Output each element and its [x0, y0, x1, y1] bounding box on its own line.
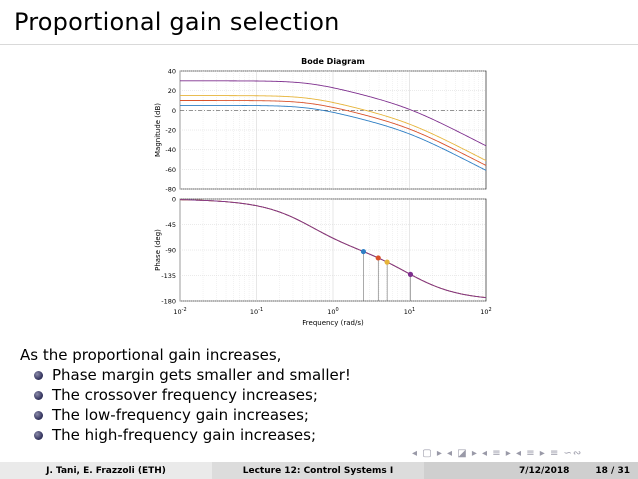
slide-title: Proportional gain selection [14, 8, 340, 36]
magnitude-curve [180, 100, 487, 166]
magnitude-tick-label: -60 [165, 166, 176, 174]
magnitude-axis-label: Magnitude (dB) [154, 103, 162, 157]
frequency-tick-label: 100 [327, 307, 338, 316]
frequency-tick-label: 10-2 [173, 307, 186, 316]
footer-lecture: Lecture 12: Control Systems I [212, 462, 424, 479]
bullet-marker [34, 371, 43, 380]
frequency-tick-label: 10-1 [250, 307, 263, 316]
phase-tick-label: -90 [165, 247, 176, 255]
frequency-tick-label: 101 [404, 307, 415, 316]
crossover-marker [375, 255, 381, 261]
phase-tick-label: -45 [165, 221, 176, 229]
footer-date: 7/12/2018 [518, 465, 570, 476]
phase-tick-label: -180 [161, 298, 176, 306]
bullet-text: The low-frequency gain increases; [52, 406, 309, 424]
magnitude-tick-label: -40 [165, 146, 176, 154]
magnitude-tick-label: -20 [165, 127, 176, 135]
magnitude-tick-label: 0 [172, 107, 176, 115]
crossover-marker [360, 248, 367, 255]
slide-footer: J. Tani, E. Frazzoli (ETH) Lecture 12: C… [0, 462, 638, 479]
beamer-navigation-icons[interactable]: ◂ ▢ ▸ ◂ ◪ ▸ ◂ ≡ ▸ ◂ ≡ ▸ ≡ ∽∾ [412, 448, 583, 459]
phase-axis-label: Phase (deg) [154, 229, 162, 271]
phase-curve [179, 199, 487, 299]
bullet-text: The crossover frequency increases; [52, 386, 318, 404]
bullet-item: The crossover frequency increases; [34, 385, 351, 405]
x-axis-label: Frequency (rad/s) [302, 319, 364, 327]
magnitude-curve [180, 80, 487, 147]
bullet-item: The high-frequency gain increases; [34, 425, 351, 445]
magnitude-curve [180, 95, 487, 161]
bullet-marker [34, 431, 43, 440]
title-divider [0, 44, 638, 45]
magnitude-tick-label: -80 [165, 186, 176, 194]
bode-diagram: Bode Diagram 40 20 0 -20 -40 -60 -80 0 -45 -90 -135… [154, 57, 492, 327]
bullet-text: Phase margin gets smaller and smaller! [52, 366, 351, 384]
phase-tick-label: 0 [172, 196, 176, 204]
footer-page: 18 / 31 [595, 465, 630, 476]
bullets-intro: As the proportional gain increases, [20, 346, 282, 364]
chart-title: Bode Diagram [301, 57, 365, 66]
bullet-text: The high-frequency gain increases; [52, 426, 317, 444]
magnitude-curve [180, 104, 487, 171]
frequency-tick-label: 102 [480, 307, 491, 316]
magnitude-tick-label: 20 [168, 87, 176, 95]
bullet-marker [34, 411, 43, 420]
footer-authors: J. Tani, E. Frazzoli (ETH) [0, 462, 212, 479]
crossover-marker [407, 271, 414, 278]
crossover-marker [384, 259, 390, 265]
magnitude-tick-label: 40 [168, 68, 176, 76]
bullet-marker [34, 391, 43, 400]
bullet-item: The low-frequency gain increases; [34, 405, 351, 425]
phase-tick-label: -135 [161, 272, 176, 280]
bullet-list: Phase margin gets smaller and smaller! T… [34, 365, 351, 445]
footer-date-page: 7/12/2018 18 / 31 [424, 462, 638, 479]
bullet-item: Phase margin gets smaller and smaller! [34, 365, 351, 385]
